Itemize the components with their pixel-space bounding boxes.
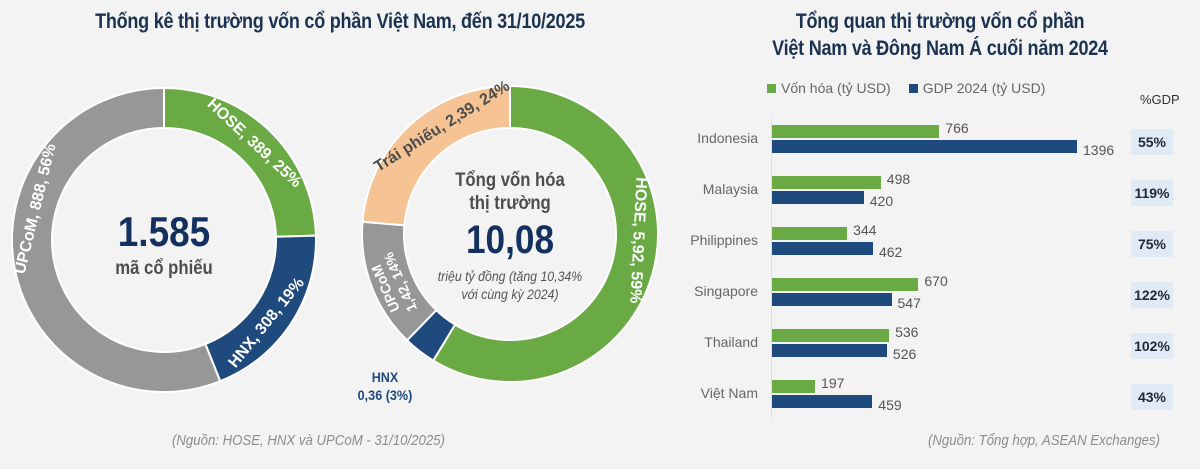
legend-label: GDP 2024 (tỷ USD) xyxy=(922,80,1046,96)
bar-value-label: 526 xyxy=(892,346,917,362)
market-cap-label-line2: thị trường xyxy=(469,193,551,214)
bar-value-label: 420 xyxy=(869,193,894,209)
pct-gdp-badge: 55% xyxy=(1131,129,1173,155)
donut-segment-hose xyxy=(431,84,660,383)
pct-gdp-badge: 43% xyxy=(1131,384,1173,410)
right-chart-title: Tổng quan thị trường vốn cổ phần Việt Na… xyxy=(725,8,1155,62)
bar-value-label: 766 xyxy=(945,120,969,136)
bar-market-cap xyxy=(772,380,816,393)
bar-gdp xyxy=(772,293,892,306)
bar-value-label: 459 xyxy=(878,397,902,413)
bar-market-cap xyxy=(772,176,881,189)
legend-swatch-navy xyxy=(908,83,918,93)
stock-count-value: 1.585 xyxy=(117,208,211,255)
donut-segment-trái-phiếu xyxy=(361,84,511,227)
hnx-callout-label: HNX 0,36 (3%) xyxy=(354,368,417,404)
right-source-note: (Nguồn: Tổng hợp, ASEAN Exchanges) xyxy=(928,432,1161,449)
segment-label: HOSE, 5,92, 59% xyxy=(626,177,649,304)
bar-value-label: 547 xyxy=(897,295,921,311)
bar-gdp xyxy=(772,140,1077,153)
bar-value-label: 670 xyxy=(924,273,948,289)
legend-label: Vốn hóa (tỷ USD) xyxy=(781,80,891,96)
country-label: Việt Nam xyxy=(700,385,758,401)
country-label: Indonesia xyxy=(697,130,758,146)
bar-value-label: 197 xyxy=(821,375,845,391)
bar-market-cap xyxy=(772,125,940,138)
right-title-line1: Tổng quan thị trường vốn cổ phần xyxy=(795,10,1085,33)
country-label: Malaysia xyxy=(702,181,758,197)
bar-value-label: 498 xyxy=(886,171,911,187)
stock-count-label: mã cổ phiếu xyxy=(115,258,213,279)
hnx-callout-value: 0,36 (3%) xyxy=(357,387,413,403)
country-label: Singapore xyxy=(694,283,758,299)
right-title-line2: Việt Nam và Đông Nam Á cuối năm 2024 xyxy=(772,37,1108,60)
market-cap-label-line1: Tổng vốn hóa xyxy=(455,170,565,191)
bar-gdp xyxy=(772,242,873,255)
country-label: Thailand xyxy=(704,334,758,350)
bar-gdp xyxy=(772,395,873,408)
bar-legend: Vốn hóa (tỷ USD) GDP 2024 (tỷ USD) xyxy=(767,80,1045,96)
market-cap-sub1: triệu tỷ đồng (tăng 10,34% xyxy=(437,268,583,284)
market-cap-value: 10,08 xyxy=(465,218,555,262)
bar-gdp xyxy=(772,191,864,204)
bar-value-label: 462 xyxy=(878,244,903,260)
pct-gdp-badge: 119% xyxy=(1131,180,1173,206)
legend-swatch-green xyxy=(767,83,776,93)
left-source-note: (Nguồn: HOSE, HNX và UPCoM - 31/10/2025) xyxy=(172,432,445,449)
bar-value-label: 536 xyxy=(895,324,919,340)
bar-gdp xyxy=(772,344,887,357)
pct-gdp-badge: 75% xyxy=(1131,231,1173,257)
segment-label: HOSE, 389, 25% xyxy=(204,96,305,191)
bar-market-cap xyxy=(772,278,919,291)
bar-value-label: 1396 xyxy=(1083,142,1115,158)
pct-gdp-header: %GDP xyxy=(1140,92,1180,107)
bar-market-cap xyxy=(772,329,890,342)
legend-item-market-cap: Vốn hóa (tỷ USD) xyxy=(767,80,891,96)
hnx-callout-name: HNX xyxy=(371,369,399,385)
legend-item-gdp: GDP 2024 (tỷ USD) xyxy=(908,80,1046,96)
donut-segment-upcom xyxy=(11,86,222,393)
bar-value-label: 344 xyxy=(853,222,877,238)
left-chart-title: Thống kê thị trường vốn cổ phần Việt Nam… xyxy=(95,10,585,33)
country-label: Philippines xyxy=(690,232,758,248)
pct-gdp-badge: 102% xyxy=(1131,333,1173,359)
y-axis-line xyxy=(771,118,772,418)
market-cap-sub2: với cùng kỳ 2024) xyxy=(461,286,559,302)
bar-market-cap xyxy=(772,227,848,240)
pct-gdp-badge: 122% xyxy=(1131,282,1173,308)
